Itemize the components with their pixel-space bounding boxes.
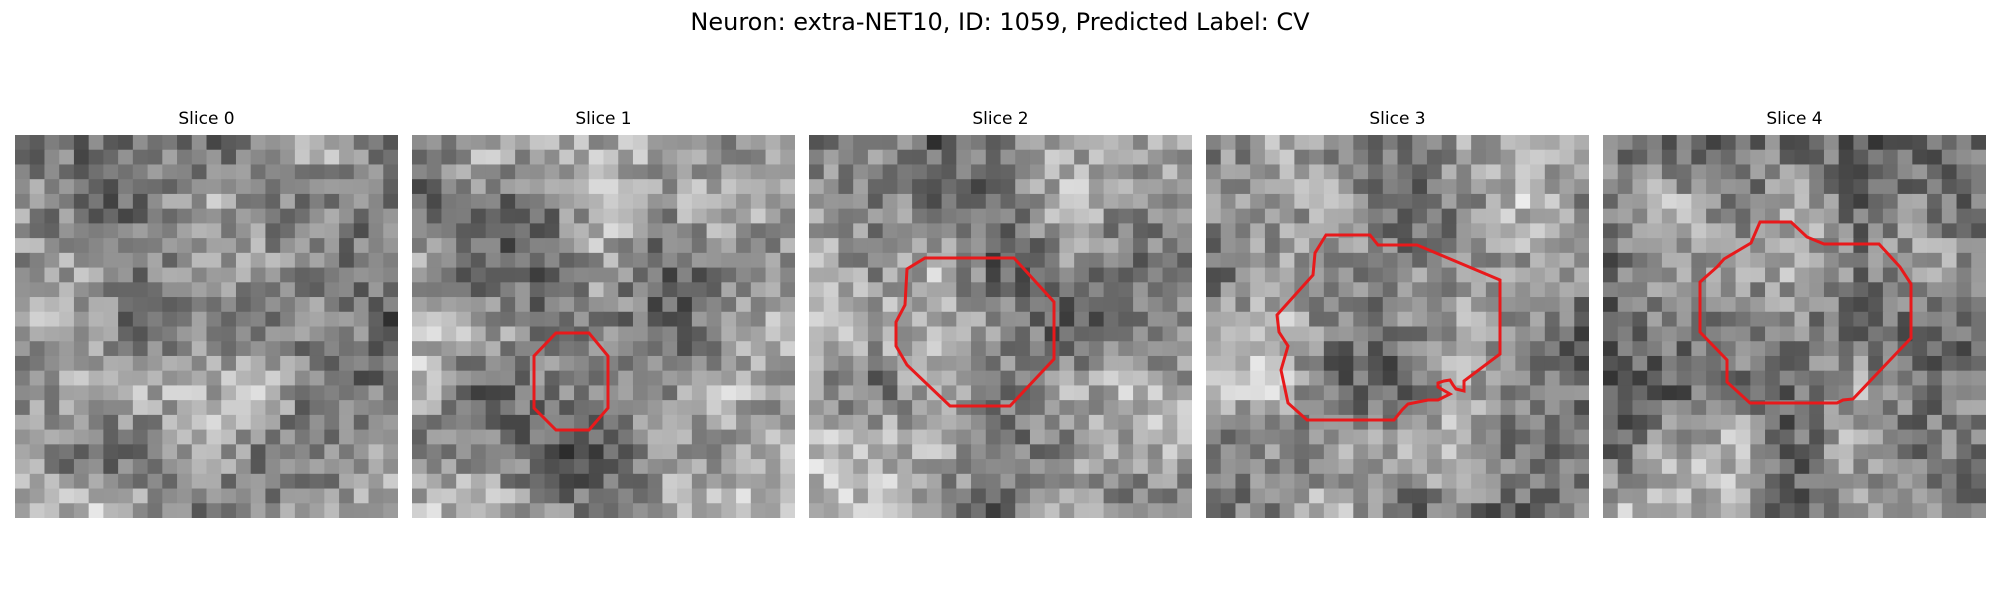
contour-2: [894, 256, 1056, 408]
contour-3: [1275, 233, 1502, 422]
slice-canvas-0: [15, 135, 398, 518]
contour-1: [532, 331, 610, 432]
slice-canvas-1: [412, 135, 795, 518]
slice-image-0: [15, 135, 398, 518]
slice-image-1: [412, 135, 795, 518]
slice-canvas-4: [1603, 135, 1986, 518]
slice-title-2: Slice 2: [972, 109, 1029, 129]
slice-canvas-2: [809, 135, 1192, 518]
slice-title-1: Slice 1: [575, 109, 632, 129]
contour-4: [1698, 220, 1913, 405]
slice-title-0: Slice 0: [178, 109, 235, 129]
slice-image-2: [809, 135, 1192, 518]
figure-title: Neuron: extra-NET10, ID: 1059, Predicted…: [690, 8, 1310, 36]
slice-image-3: [1206, 135, 1589, 518]
slice-title-3: Slice 3: [1369, 109, 1426, 129]
slice-canvas-3: [1206, 135, 1589, 518]
slice-image-4: [1603, 135, 1986, 518]
slice-title-4: Slice 4: [1766, 109, 1823, 129]
